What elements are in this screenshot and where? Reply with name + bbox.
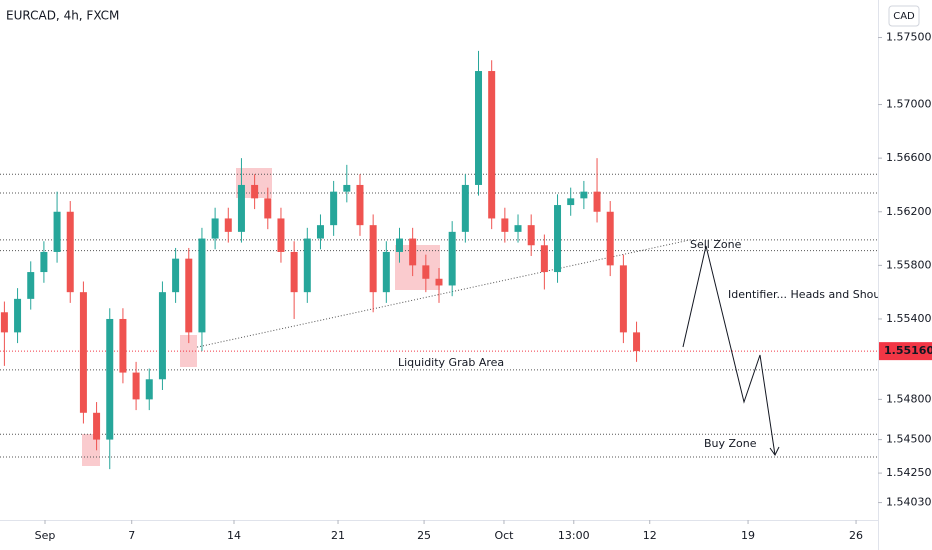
candle-body [264,198,272,219]
annotation: Sell Zone [690,238,742,251]
highlight-box [82,434,100,466]
candle-body [93,412,101,440]
y-tick-label: 1.57000 [886,98,932,111]
x-tick-label: 7 [128,529,135,542]
candle-body [369,225,377,293]
candle-body [567,198,575,206]
candle-body [409,238,417,266]
projection-path [682,245,776,456]
candle-body [211,218,219,239]
candle-body [435,278,443,286]
trendline [197,239,691,348]
x-tick-label: 26 [849,529,863,542]
candle-body [488,71,496,219]
candle-body [198,238,206,333]
currency-label: CAD [893,11,915,22]
candle-body [158,292,166,380]
candle-body [448,231,456,286]
x-tick-label: 21 [331,529,345,542]
y-tick-label: 1.56600 [886,151,932,164]
candle-body [277,218,285,252]
candle-body [303,238,311,293]
x-tick-label: 14 [227,529,241,542]
candle-body [27,272,35,299]
candle-body [119,318,127,373]
chart-title: EURCAD, 4h, FXCM [6,9,119,23]
y-tick-label: 1.57500 [886,31,932,44]
y-tick-label: 1.54030 [886,496,932,509]
arrow-head [769,446,780,456]
x-tick-label: Sep [35,529,56,542]
candle-body [606,211,614,266]
candle-body [53,211,61,252]
y-tick-label: 1.55400 [886,312,932,325]
candle-body [514,225,522,232]
plot-area: Sell Zone Identifier... Heads and Should… [0,50,890,470]
annotation: Identifier... Heads and Should [728,288,890,301]
currency-badge[interactable] [888,5,920,27]
candle-body [580,191,588,199]
candle-body [185,258,193,333]
x-tick-label: 25 [417,529,431,542]
candle-body [79,292,87,413]
candle-body [316,225,324,239]
candle-body [501,218,509,232]
candle-body [422,265,430,279]
candle-body [172,258,180,293]
candle-body [382,251,390,293]
last-price-label: 1.55160 [884,344,932,357]
candle-body [395,238,403,252]
candle-body [356,184,364,226]
candle-body [593,191,601,212]
x-tick-label: Oct [494,529,514,542]
x-tick-label: 13:00 [558,529,590,542]
annotation: Liquidity Grab Area [398,356,504,369]
x-tick-label: 12 [643,529,657,542]
candle-body [461,184,469,232]
y-tick-label: 1.54800 [886,392,932,405]
candle-body [633,332,641,352]
x-tick-label: 19 [741,529,755,542]
last-price-badge [879,342,932,361]
y-tick-label: 1.54500 [886,433,932,446]
candle-body [132,372,140,400]
y-tick-label: 1.56200 [886,205,932,218]
candle-body [66,211,74,293]
y-tick-label: 1.55800 [886,258,932,271]
candle-body [619,265,627,333]
candle-body [540,245,548,273]
candle-body [40,251,48,273]
y-tick-label: 1.54250 [886,466,932,479]
highlight-box [180,335,197,367]
annotation: Buy Zone [704,437,757,450]
highlight-box [395,245,440,290]
candle-body [251,184,259,199]
candle-body [106,318,114,440]
candle-body [475,71,483,185]
candle-body [330,191,338,226]
candle-body [527,225,535,246]
candle-body [14,298,22,333]
candle-body [237,184,245,232]
candle-body [343,184,351,192]
candle-body [290,251,298,293]
candle-body [224,218,232,232]
candle-body [554,205,562,273]
candle-body [145,379,153,400]
candle-body [0,312,8,333]
